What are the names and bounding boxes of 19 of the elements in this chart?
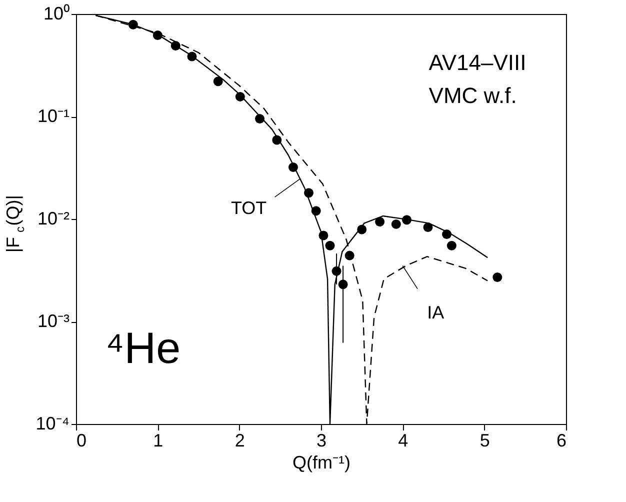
annotation: TOT: [230, 198, 267, 218]
annotation: ⁴He: [105, 324, 181, 374]
y-tick-label: 10⁻²: [37, 208, 70, 228]
annotation: VMC w.f.: [428, 83, 517, 108]
x-tick-label: 3: [316, 430, 327, 450]
y-tick-label: 10⁻¹: [37, 106, 70, 126]
x-tick-label: 1: [153, 430, 164, 450]
y-tick-label: 10⁻³: [37, 311, 70, 331]
x-tick-label: 4: [398, 430, 408, 450]
y-tick-label: 10⁰: [43, 4, 70, 24]
x-tick-label: 0: [76, 430, 87, 450]
y-tick-label: 10⁻⁴: [36, 414, 70, 434]
x-tick-label: 6: [556, 430, 566, 450]
annotation: AV14–VIII: [428, 50, 526, 76]
x-tick-label: 5: [480, 430, 490, 450]
x-axis-title: Q(fm⁻¹): [292, 452, 350, 472]
y-axis-title: |Fc(Q)|: [3, 195, 27, 253]
annotation: IA: [427, 302, 444, 323]
x-tick-label: 2: [234, 430, 245, 450]
